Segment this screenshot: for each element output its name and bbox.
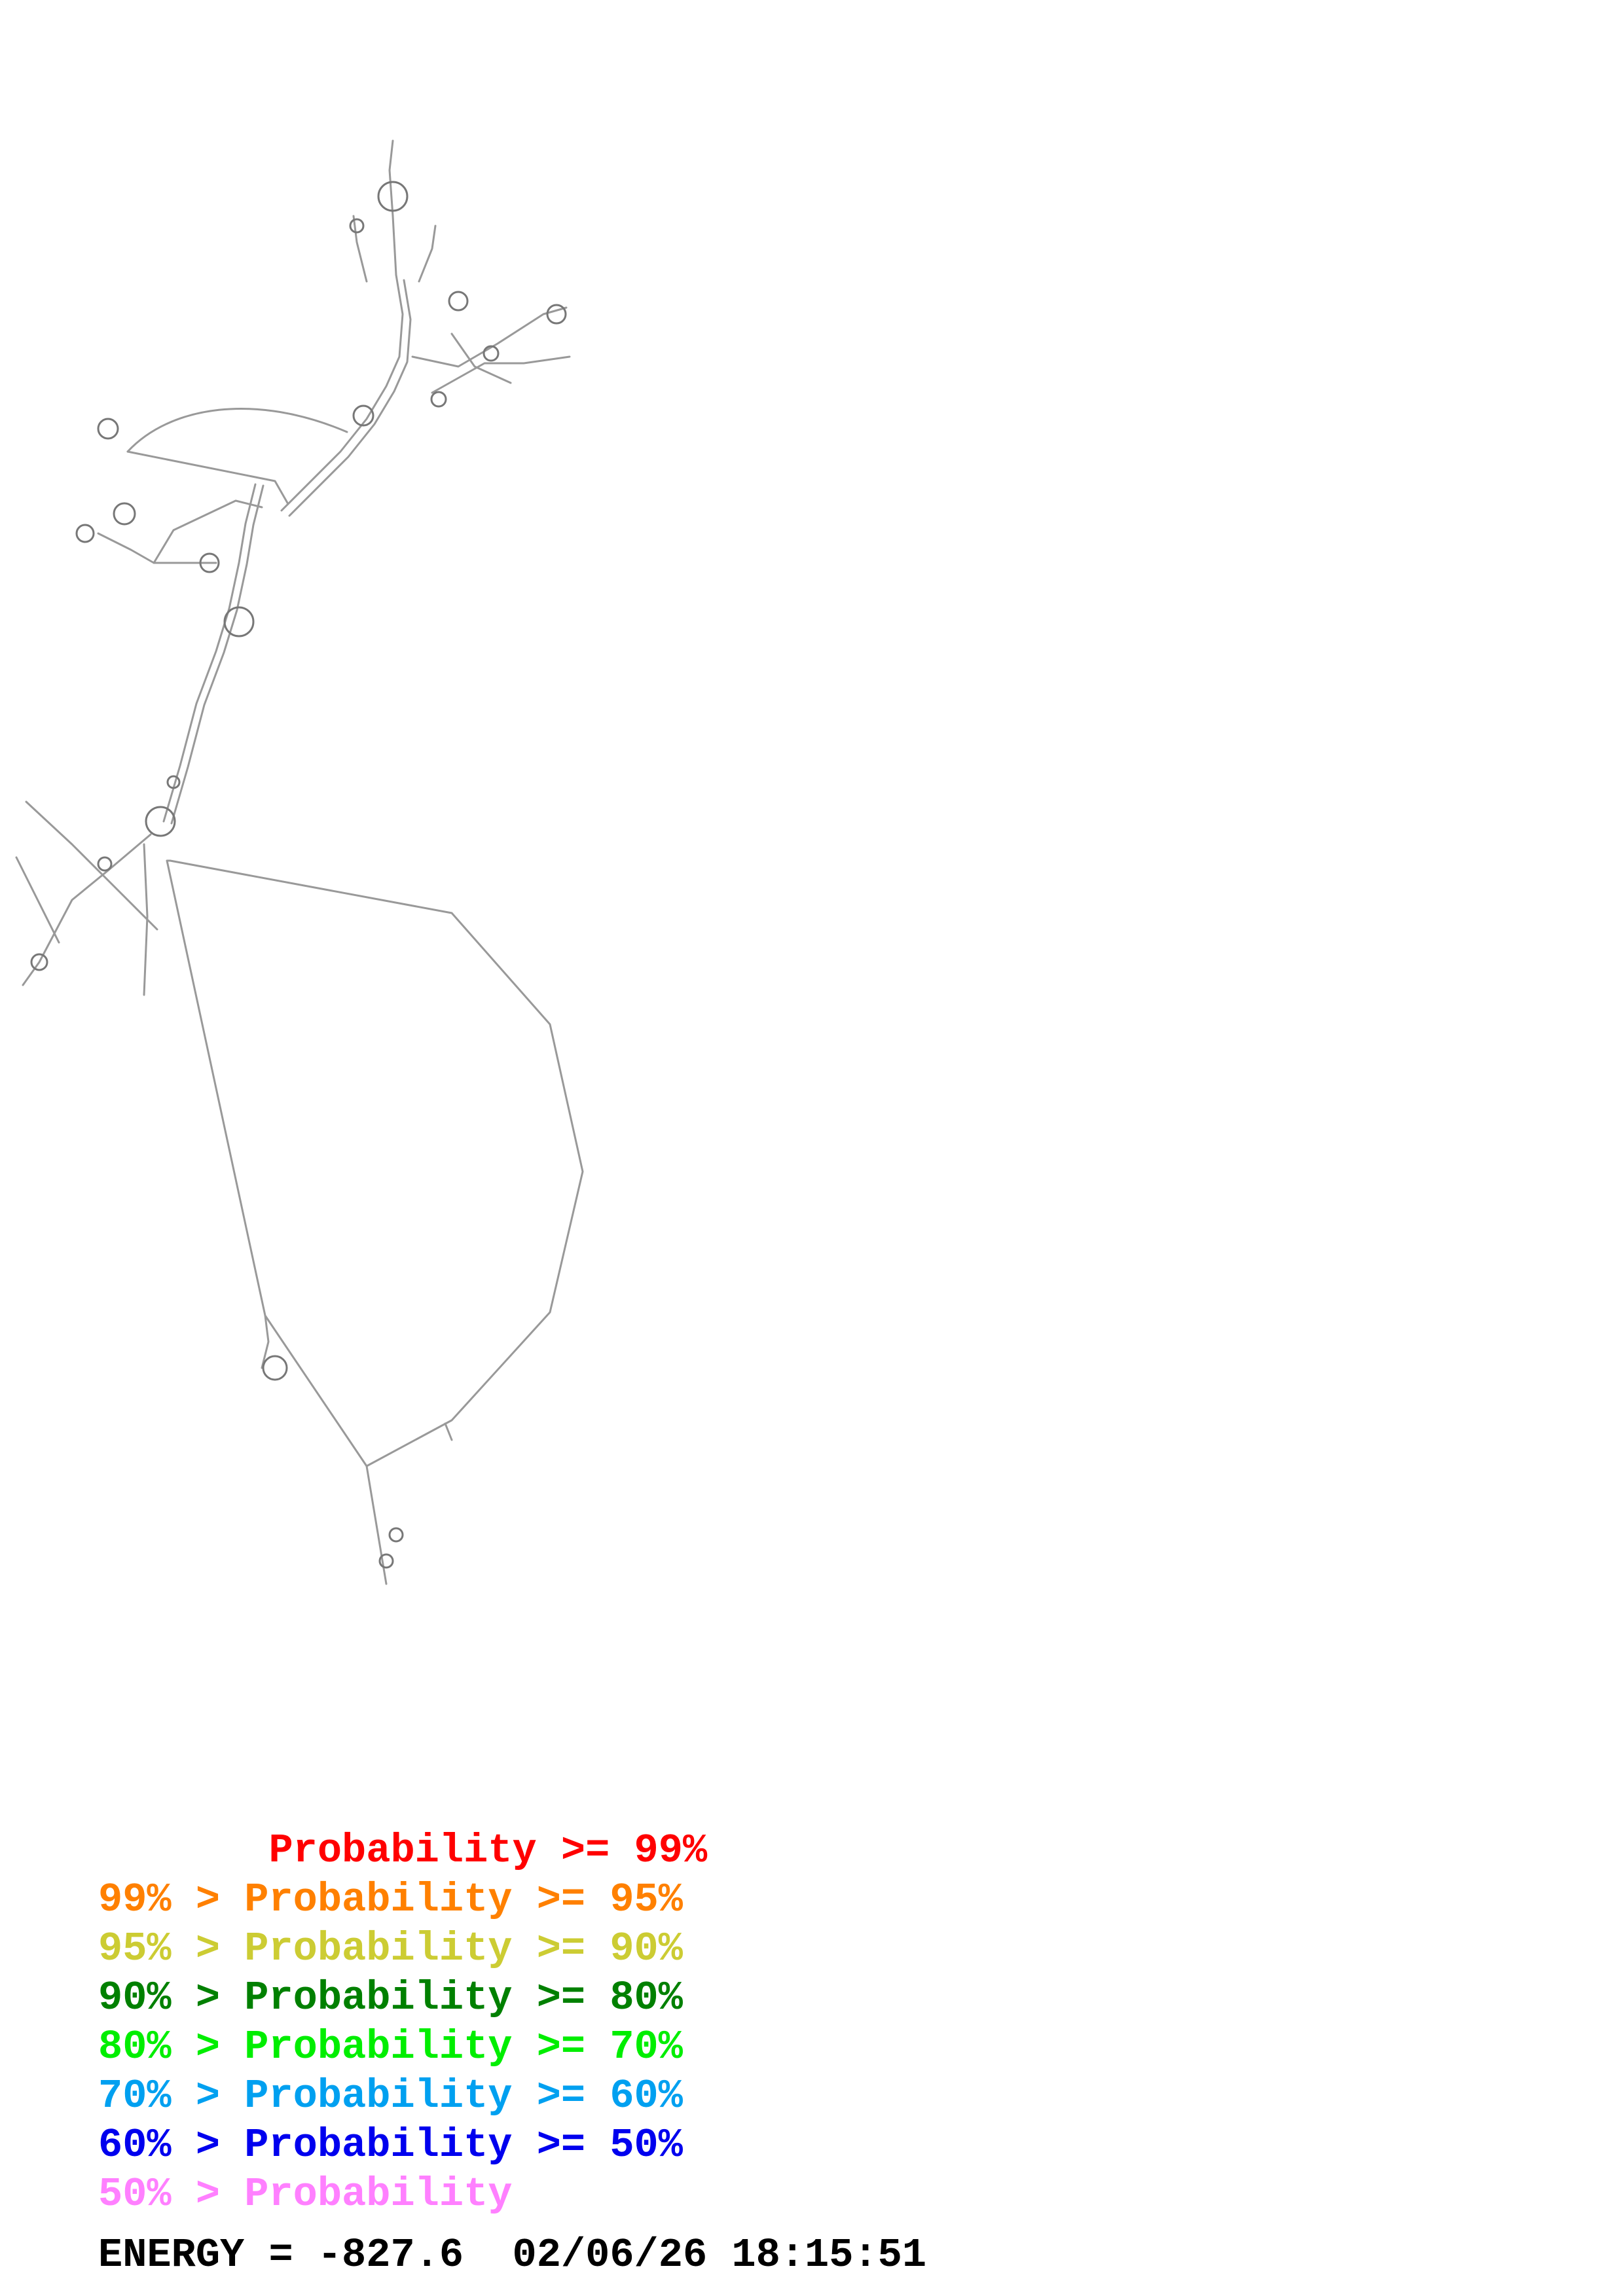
lower-loop-backbone xyxy=(166,859,584,1467)
legend-row: 70% > Probability >= 60% xyxy=(98,2073,683,2119)
left-lower-branch-2 xyxy=(25,800,158,931)
loop-7 xyxy=(349,218,365,234)
main-stem-backbone xyxy=(162,483,257,823)
loop-9 xyxy=(546,304,567,325)
loop-15 xyxy=(378,1553,394,1569)
legend-row: 99% > Probability >= 95% xyxy=(98,1876,683,1923)
rna-secondary-structure xyxy=(15,139,584,1585)
left-lower-branch-1 xyxy=(22,833,152,986)
legend-row: 95% > Probability >= 90% xyxy=(98,1926,683,1972)
loop-4 xyxy=(97,418,119,440)
loop-14 xyxy=(30,953,48,971)
footer: ENERGY = -827.6 02/06/26 18:15:51 xyxy=(98,2232,926,2278)
multiloop-circle xyxy=(145,806,176,837)
top-hairpin-3 xyxy=(418,224,437,283)
bottom-hairpin-3 xyxy=(444,1422,453,1441)
energy-value: ENERGY = -827.6 xyxy=(98,2232,464,2278)
main-stem-backbone-2 xyxy=(170,484,264,825)
loop-12 xyxy=(223,606,255,637)
left-lower-branch-3 xyxy=(15,856,60,944)
loop-3 xyxy=(75,524,95,543)
loop-1 xyxy=(199,552,220,573)
loop-13 xyxy=(262,1355,288,1381)
loop-10 xyxy=(483,345,500,362)
loop-8 xyxy=(448,291,469,312)
bottom-hairpin-1 xyxy=(261,1314,270,1369)
top-hairpin-1 xyxy=(388,139,397,276)
loop-11 xyxy=(430,391,447,408)
timestamp: 02/06/26 18:15:51 xyxy=(512,2232,927,2278)
left-lower-hairpin xyxy=(143,843,149,996)
probability-legend: Probability >= 99% 99% > Probability >= 9… xyxy=(98,1826,949,2219)
loop-5 xyxy=(352,404,374,427)
loop-16 xyxy=(388,1527,404,1543)
upper-stem-backbone-2 xyxy=(288,279,412,517)
left-branch-2 xyxy=(97,532,217,564)
legend-row: 90% > Probability >= 80% xyxy=(98,1975,683,2021)
top-right-branch-2 xyxy=(431,355,571,394)
legend-row: 50% > Probability xyxy=(98,2171,513,2217)
upper-left-line xyxy=(126,450,289,505)
upper-stem-backbone xyxy=(280,274,404,512)
loop-6 xyxy=(377,181,409,212)
loop-18 xyxy=(97,856,113,872)
loop-17 xyxy=(166,775,181,789)
legend-row: 80% > Probability >= 70% xyxy=(98,2024,683,2070)
bottom-hairpin-2 xyxy=(365,1465,388,1585)
legend-row: 60% > Probability >= 50% xyxy=(98,2122,683,2168)
legend-row: Probability >= 99% xyxy=(98,1827,708,1874)
loop-2 xyxy=(113,502,136,526)
top-right-branch xyxy=(411,306,568,368)
upper-left-arc xyxy=(126,407,348,453)
top-hairpin-2 xyxy=(352,215,368,283)
left-branch-1 xyxy=(153,499,263,564)
top-right-branch-3 xyxy=(450,332,512,384)
